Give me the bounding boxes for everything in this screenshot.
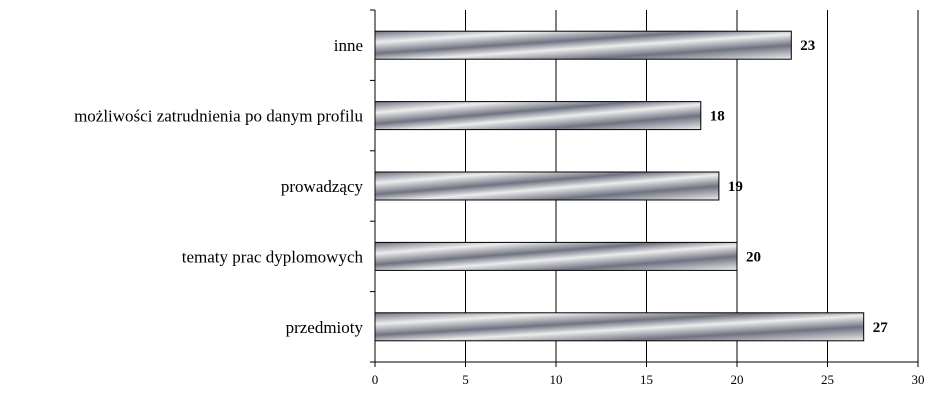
- bar: [374, 30, 792, 60]
- x-tick-label: 30: [912, 372, 925, 387]
- x-tick-label: 15: [640, 372, 653, 387]
- labels: 0 5 10 15 20 25 30 inne 23 możliwości zatrudnieni…: [74, 36, 924, 387]
- x-tick-label: 0: [372, 372, 379, 387]
- data-label: 20: [746, 249, 761, 265]
- data-label: 19: [728, 179, 743, 195]
- category-label: możliwości zatrudnienia po danym profilu: [74, 107, 363, 126]
- bar: [374, 171, 720, 201]
- category-label: przedmioty: [286, 318, 364, 337]
- bar: [374, 312, 865, 342]
- data-label: 23: [800, 38, 815, 54]
- x-tick-label: 20: [731, 372, 744, 387]
- bar: [374, 101, 702, 131]
- data-label: 18: [710, 109, 725, 125]
- x-tick-label: 5: [462, 372, 469, 387]
- category-label: inne: [334, 36, 363, 55]
- data-label: 27: [873, 320, 889, 336]
- x-tick-label: 10: [550, 372, 563, 387]
- category-label: tematy prac dyplomowych: [182, 247, 364, 266]
- x-tick-label: 25: [821, 372, 834, 387]
- bar: [374, 241, 738, 271]
- category-label: prowadzący: [281, 177, 364, 196]
- bars: [374, 30, 865, 342]
